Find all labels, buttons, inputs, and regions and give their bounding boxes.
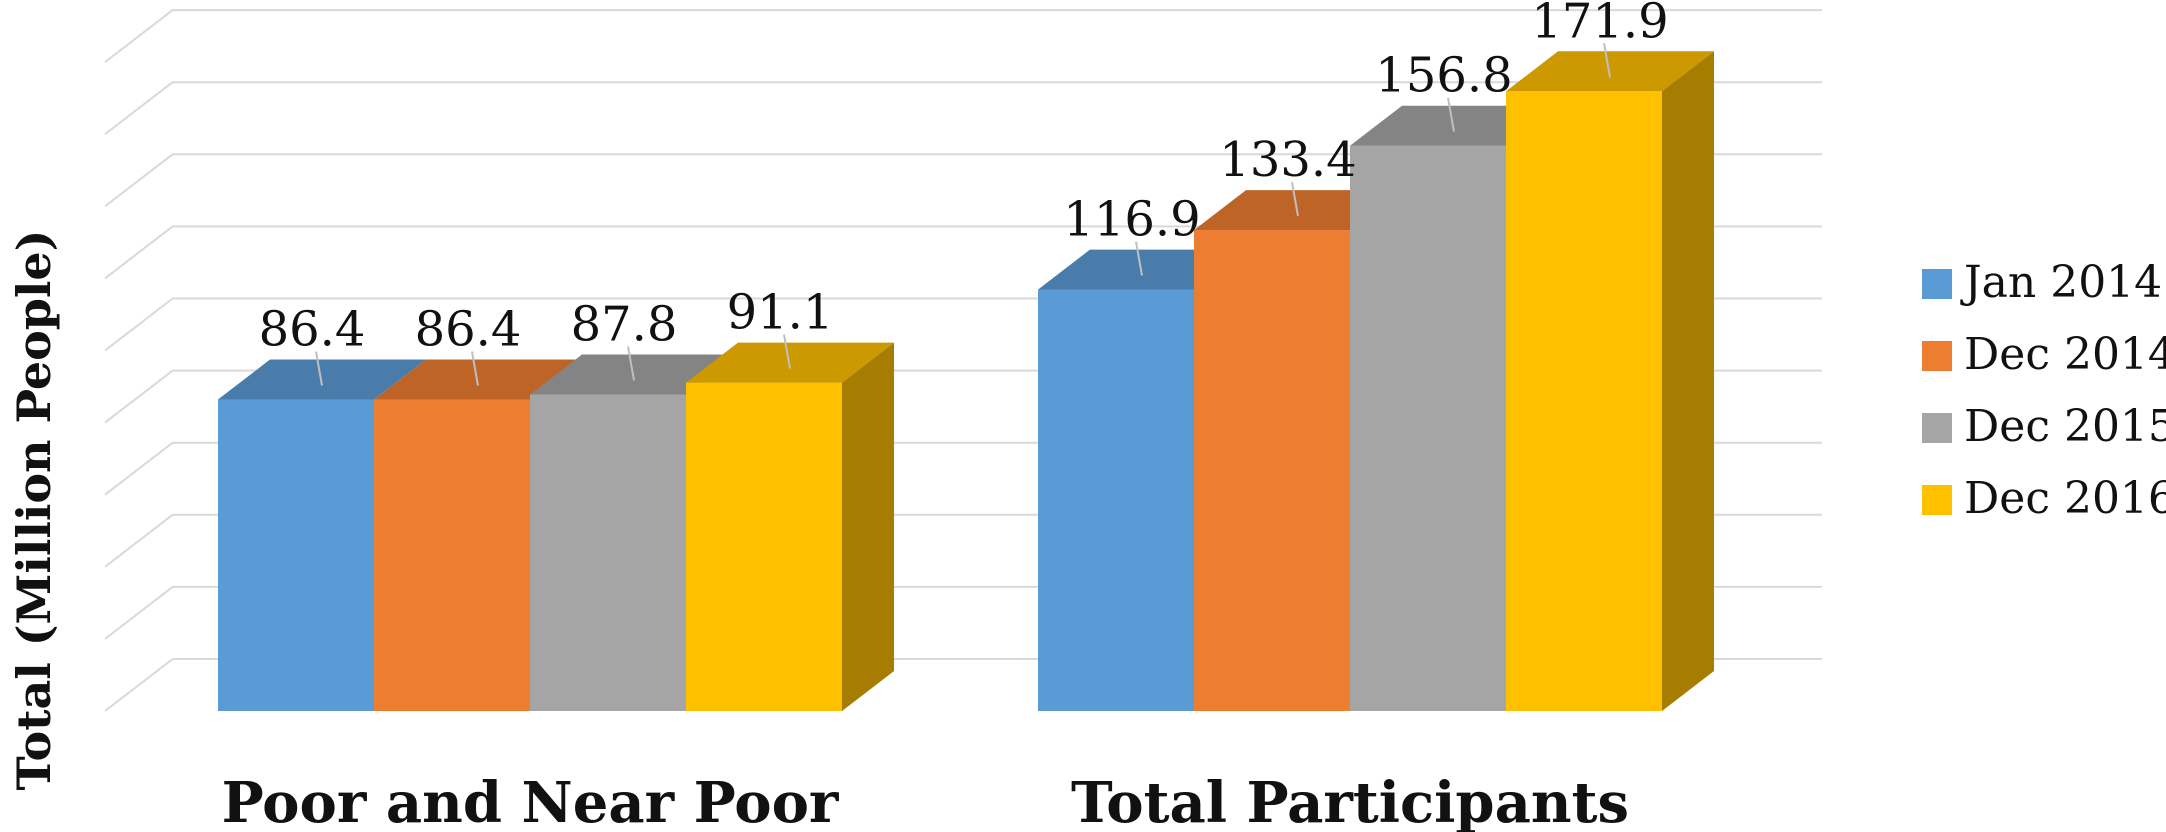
data-label: 171.9 <box>1531 0 1668 49</box>
label-leader <box>315 351 323 386</box>
bars <box>218 51 1714 712</box>
gridline-diagonal <box>104 658 174 712</box>
legend-label: Dec 2015 <box>1964 401 2166 452</box>
legend-swatch <box>1922 485 1952 515</box>
label-leader <box>627 346 635 381</box>
gridline-diagonal <box>104 297 174 352</box>
bar-side <box>842 342 894 711</box>
legend: Jan 2014 Dec 2014 Dec 2015 Dec 2016 <box>1922 257 2166 524</box>
category-label: Poor and Near Poor <box>222 770 840 832</box>
data-label: 87.8 <box>571 296 678 352</box>
gridline-diagonal <box>104 225 174 280</box>
gridline-diagonal <box>104 9 174 63</box>
bar-front <box>686 382 842 711</box>
bar-front <box>374 399 530 711</box>
bar-front <box>218 399 374 711</box>
bar-front <box>1506 91 1662 712</box>
bar-front <box>1038 289 1194 711</box>
bar-side <box>1662 51 1714 712</box>
legend-swatch <box>1922 269 1952 299</box>
gridline-diagonal <box>104 81 174 135</box>
label-leader <box>471 351 479 386</box>
category-axis: Poor and Near Poor Total Participants <box>222 770 1629 832</box>
legend-label: Dec 2016 <box>1964 473 2166 524</box>
data-label: 91.1 <box>727 285 834 341</box>
data-labels: 86.4 86.4 87.8 91.1 116.9 133.4 156.8 171.9 <box>259 0 1669 386</box>
bar-front <box>1350 145 1506 712</box>
bar-front <box>1194 230 1350 711</box>
label-leader <box>1447 97 1455 132</box>
legend-swatch <box>1922 413 1952 443</box>
label-leader <box>1291 181 1299 217</box>
data-label: 116.9 <box>1063 192 1200 248</box>
legend-label: Jan 2014 <box>1960 257 2162 308</box>
category-label: Total Participants <box>1071 770 1629 832</box>
bar-top <box>374 359 582 400</box>
legend-swatch <box>1922 341 1952 371</box>
legend-label: Dec 2014 <box>1964 329 2166 380</box>
bar-top <box>686 342 894 383</box>
label-leader <box>1135 241 1143 276</box>
y-axis-title: Total (Million People) <box>7 230 61 791</box>
bar-front <box>530 394 686 711</box>
data-label: 133.4 <box>1219 132 1356 188</box>
gridline-diagonal <box>104 153 174 208</box>
gridline-diagonal <box>104 369 174 424</box>
gridline-diagonal <box>104 441 174 496</box>
label-leader <box>1603 43 1611 78</box>
gridline-diagonal <box>104 514 174 568</box>
gridline-diagonal <box>104 586 174 640</box>
bar-top <box>1506 51 1714 92</box>
label-leader <box>783 334 791 369</box>
data-label: 86.4 <box>259 302 366 358</box>
data-label: 156.8 <box>1375 48 1512 104</box>
data-label: 86.4 <box>415 302 522 358</box>
bar-top <box>218 359 426 400</box>
